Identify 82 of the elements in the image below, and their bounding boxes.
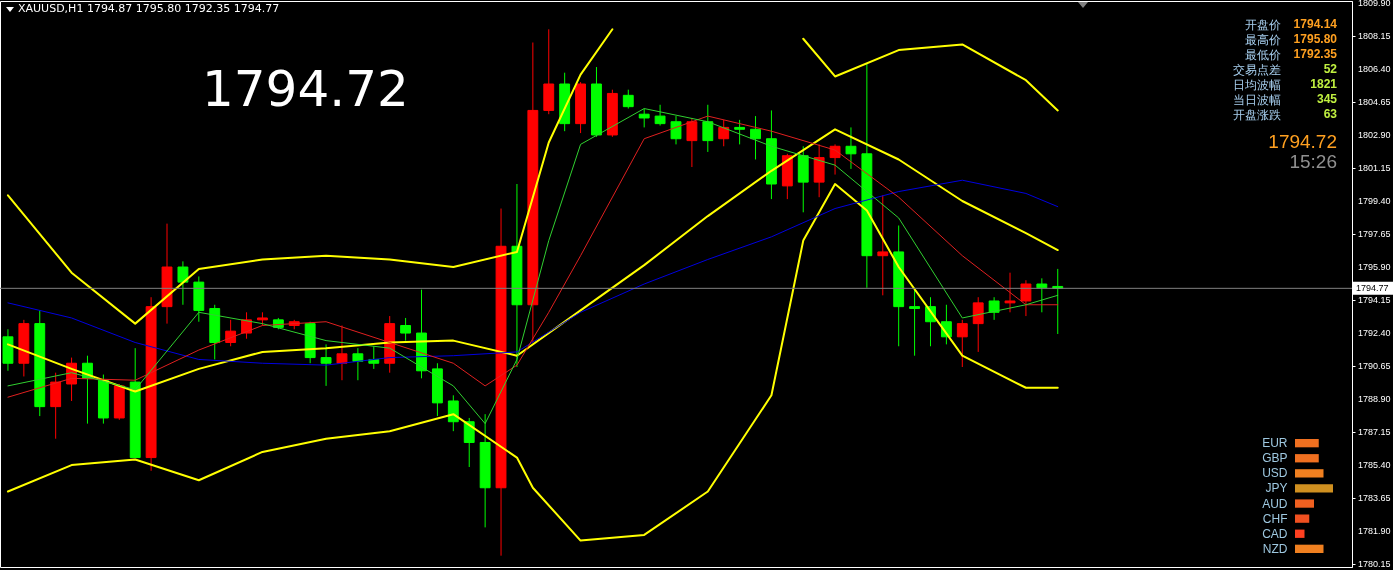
y-tick-label: 1808.15	[1358, 30, 1391, 41]
candlestick	[638, 108, 650, 128]
line-series	[7, 179, 1059, 366]
y-tick-label: 1780.15	[1358, 559, 1391, 570]
candlestick	[336, 325, 348, 381]
y-tick-label: 1809.90	[1358, 0, 1391, 8]
y-tick-label: EUR	[1262, 436, 1288, 451]
candlestick	[177, 260, 189, 306]
candlestick	[734, 119, 746, 145]
annotation: 63	[1323, 107, 1337, 121]
y-tick-label: NZD	[1262, 541, 1288, 556]
y-tick-label: USD	[1262, 466, 1288, 481]
candlestick	[877, 194, 889, 296]
y-tick-label: JPY	[1265, 481, 1288, 496]
y-tick-label: 1806.40	[1358, 63, 1391, 74]
annotation: 开盘涨跌	[1233, 107, 1281, 124]
y-tick-label: GBP	[1262, 451, 1288, 466]
annotation: 1821	[1310, 77, 1337, 91]
line-series	[6, 183, 1059, 542]
candlestick	[1020, 279, 1032, 317]
candlestick	[750, 115, 761, 160]
line-series	[6, 28, 614, 325]
y-tick-label: CHF	[1262, 511, 1288, 526]
bar	[1295, 514, 1310, 523]
candlestick	[400, 317, 412, 342]
candlestick	[972, 296, 984, 353]
y-tick-label: 1783.65	[1358, 493, 1391, 504]
candlestick	[1036, 277, 1048, 313]
line-series	[802, 37, 1059, 112]
y-tick-label: 1794.15	[1358, 295, 1391, 306]
y-tick-label: CAD	[1262, 526, 1288, 541]
candlestick	[988, 296, 1000, 321]
ref-line-label: 1794.77	[1356, 283, 1389, 294]
candlestick	[956, 319, 968, 368]
annotation: 开盘价	[1245, 17, 1281, 34]
bar	[1295, 439, 1319, 448]
bar	[1295, 529, 1305, 538]
chart-title: XAUUSD,H1 1794.87 1795.80 1792.35 1794.77	[18, 2, 280, 15]
candlestick	[845, 126, 857, 170]
annotation: 345	[1316, 92, 1337, 106]
annotation: 1794.14	[1293, 17, 1337, 31]
annotation: 1794.72	[1268, 131, 1337, 153]
annotation: 1794.72	[202, 60, 409, 118]
y-tick-label: 1785.40	[1358, 460, 1391, 471]
annotation: 1795.80	[1293, 32, 1337, 46]
annotation: 最低价	[1245, 47, 1281, 64]
bar	[1295, 484, 1333, 493]
candlestick	[320, 343, 332, 387]
y-tick-label: AUD	[1262, 496, 1288, 511]
candlestick	[702, 104, 714, 153]
y-tick-label: 1801.15	[1358, 162, 1391, 173]
annotation: 1792.35	[1293, 47, 1337, 61]
y-tick-label: 1804.65	[1358, 96, 1391, 107]
candlestick	[686, 117, 698, 168]
candlestick	[447, 394, 459, 432]
y-tick-label: 1788.90	[1358, 394, 1391, 405]
candlestick	[463, 417, 475, 468]
annotation: 52	[1323, 62, 1337, 76]
annotation: 最高价	[1245, 32, 1281, 49]
candlestick	[654, 104, 666, 127]
y-tick-label: 1795.90	[1358, 262, 1391, 273]
y-tick-label: 1787.15	[1358, 427, 1391, 438]
annotation: 当日波幅	[1233, 92, 1281, 109]
y-tick-label: 1792.40	[1358, 328, 1391, 339]
y-tick-label: 1797.65	[1358, 229, 1391, 239]
y-tick-label: 1781.90	[1358, 526, 1391, 537]
y-tick-label: 1799.40	[1358, 195, 1391, 206]
candlestick	[670, 115, 682, 145]
candlestick	[1004, 272, 1016, 313]
y-tick-label: 1802.90	[1358, 129, 1391, 140]
annotation: 交易点差	[1233, 62, 1281, 79]
candlestick	[352, 347, 364, 381]
candlestick	[622, 89, 634, 110]
bar	[1295, 544, 1324, 553]
y-tick-label: 1790.65	[1358, 361, 1391, 372]
bar	[1295, 469, 1324, 478]
bar	[1295, 454, 1319, 463]
annotation: 日均波幅	[1233, 77, 1281, 94]
candlestick	[718, 119, 730, 147]
bar	[1295, 499, 1314, 508]
candlestick	[829, 143, 841, 176]
annotation: 15:26	[1289, 151, 1337, 173]
